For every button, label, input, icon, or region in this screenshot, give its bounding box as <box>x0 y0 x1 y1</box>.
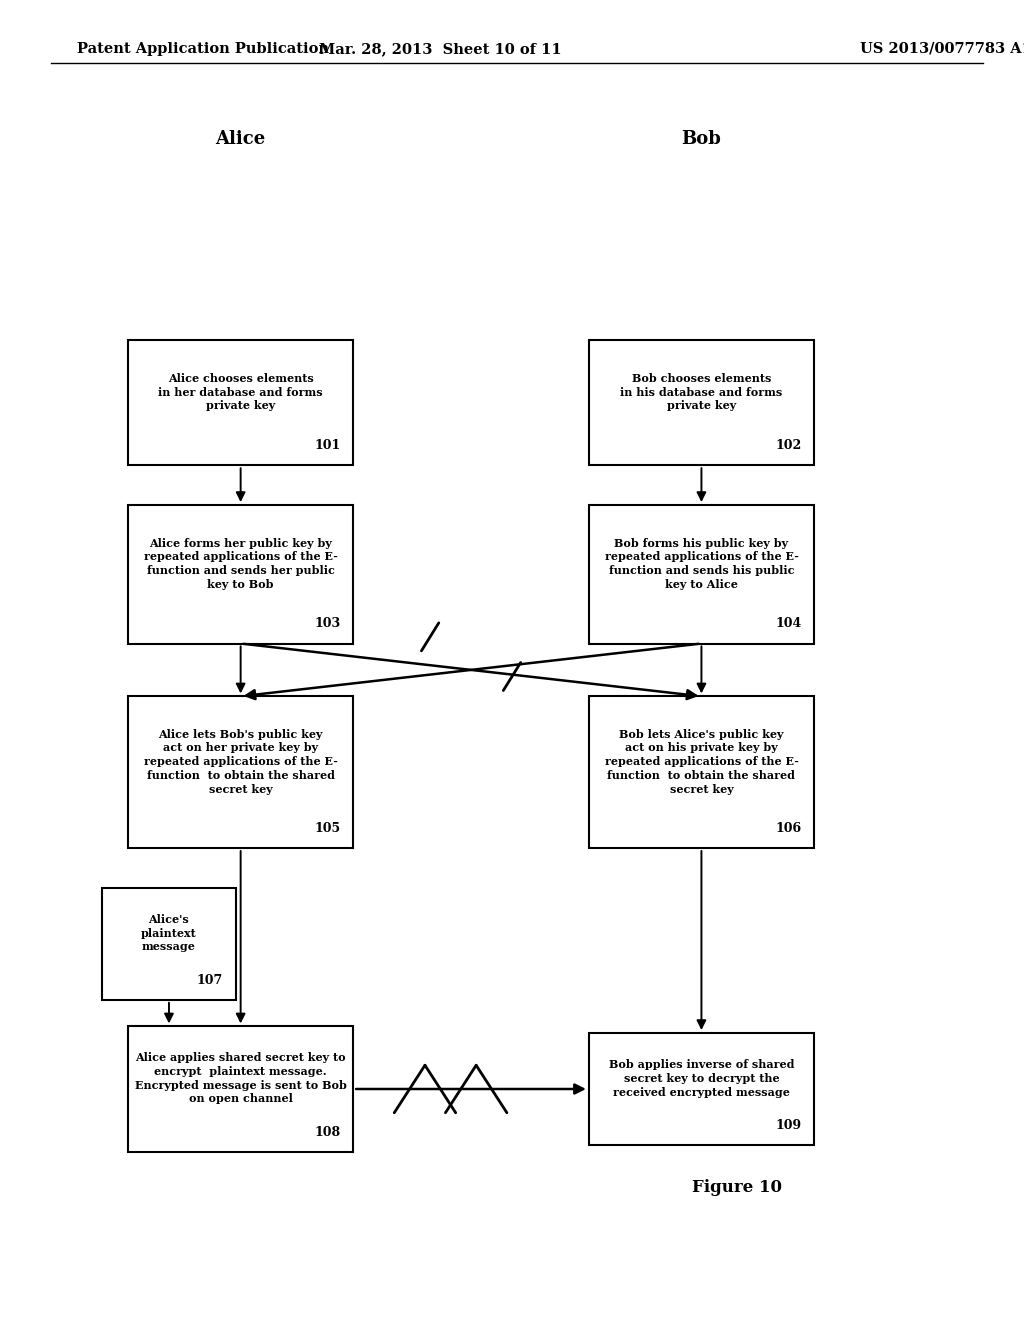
Text: US 2013/0077783 A1: US 2013/0077783 A1 <box>860 42 1024 55</box>
Text: 108: 108 <box>314 1126 341 1138</box>
Text: 101: 101 <box>314 440 341 451</box>
Text: Alice forms her public key by
repeated applications of the E-
function and sends: Alice forms her public key by repeated a… <box>143 537 338 590</box>
Bar <box>589 1032 814 1146</box>
Text: 106: 106 <box>775 822 802 836</box>
Bar <box>128 341 353 466</box>
Bar <box>128 1027 353 1151</box>
Text: Bob forms his public key by
repeated applications of the E-
function and sends h: Bob forms his public key by repeated app… <box>604 537 799 590</box>
Bar <box>102 888 236 1001</box>
Text: 105: 105 <box>314 822 341 836</box>
Text: 102: 102 <box>775 440 802 451</box>
Text: Alice's
plaintext
message: Alice's plaintext message <box>141 913 197 953</box>
Bar <box>128 697 353 849</box>
Text: 107: 107 <box>197 974 223 987</box>
Text: Bob: Bob <box>682 129 721 148</box>
Text: Mar. 28, 2013  Sheet 10 of 11: Mar. 28, 2013 Sheet 10 of 11 <box>319 42 561 55</box>
Text: Bob chooses elements
in his database and forms
private key: Bob chooses elements in his database and… <box>621 372 782 412</box>
Text: Bob lets Alice's public key
act on his private key by
repeated applications of t: Bob lets Alice's public key act on his p… <box>604 729 799 795</box>
Bar <box>589 697 814 849</box>
Text: Patent Application Publication: Patent Application Publication <box>77 42 329 55</box>
Bar <box>589 341 814 466</box>
Text: Figure 10: Figure 10 <box>692 1180 782 1196</box>
Text: 103: 103 <box>314 618 341 631</box>
Text: 109: 109 <box>775 1119 802 1133</box>
Text: Alice lets Bob's public key
act on her private key by
repeated applications of t: Alice lets Bob's public key act on her p… <box>143 729 338 795</box>
Bar <box>589 506 814 644</box>
Text: Bob applies inverse of shared
secret key to decrypt the
received encrypted messa: Bob applies inverse of shared secret key… <box>608 1059 795 1098</box>
Text: Alice chooses elements
in her database and forms
private key: Alice chooses elements in her database a… <box>159 372 323 412</box>
Text: Alice applies shared secret key to
encrypt  plaintext message.
Encrypted message: Alice applies shared secret key to encry… <box>135 1052 346 1105</box>
Text: Alice: Alice <box>215 129 266 148</box>
Bar <box>128 506 353 644</box>
Text: 104: 104 <box>775 618 802 631</box>
